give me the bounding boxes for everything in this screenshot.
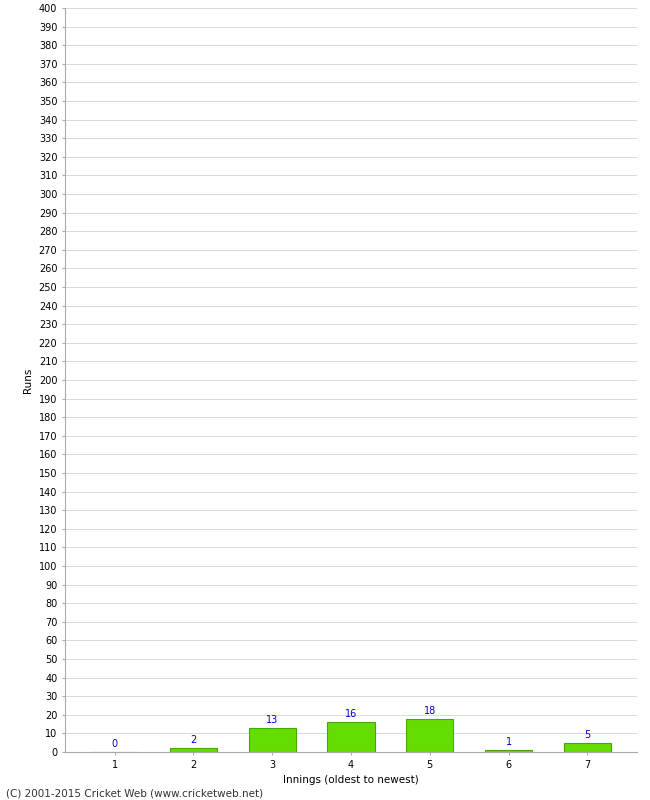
X-axis label: Innings (oldest to newest): Innings (oldest to newest): [283, 775, 419, 785]
Text: 2: 2: [190, 735, 196, 746]
Bar: [564, 742, 611, 752]
Text: 1: 1: [506, 738, 512, 747]
Text: 5: 5: [584, 730, 590, 740]
Text: (C) 2001-2015 Cricket Web (www.cricketweb.net): (C) 2001-2015 Cricket Web (www.cricketwe…: [6, 789, 264, 798]
Text: 16: 16: [345, 710, 357, 719]
Bar: [248, 728, 296, 752]
Text: 18: 18: [424, 706, 436, 716]
Bar: [406, 718, 454, 752]
Bar: [485, 750, 532, 752]
Bar: [170, 748, 217, 752]
Bar: [328, 722, 374, 752]
Text: 13: 13: [266, 715, 278, 725]
Y-axis label: Runs: Runs: [23, 367, 33, 393]
Text: 0: 0: [112, 739, 118, 750]
